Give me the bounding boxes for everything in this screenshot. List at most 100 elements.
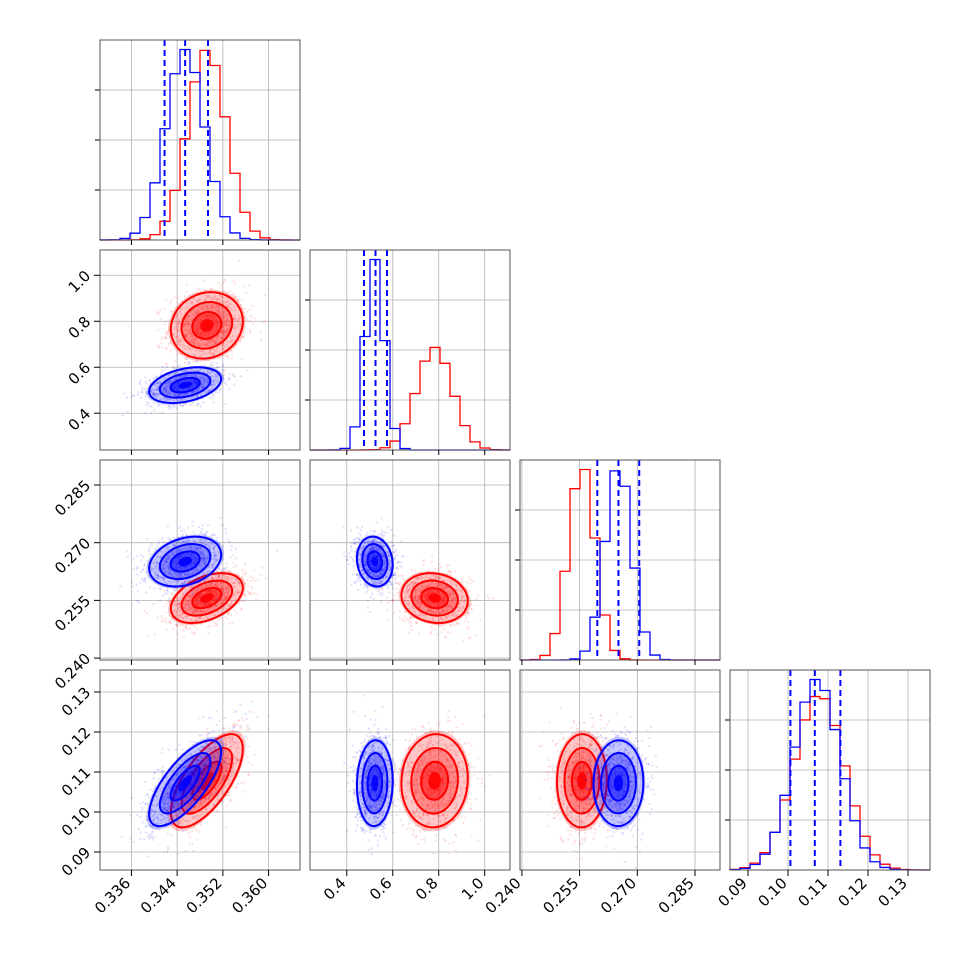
scatter-point: [222, 322, 225, 325]
scatter-point: [183, 581, 186, 584]
scatter-point: [204, 544, 208, 547]
scatter-point: [462, 606, 465, 610]
scatter-point: [413, 582, 416, 585]
scatter-point: [165, 390, 168, 393]
scatter-point: [176, 322, 180, 325]
scatter-point: [195, 601, 198, 605]
scatter-point: [159, 309, 162, 312]
scatter-point: [178, 549, 182, 553]
scatter-point: [204, 313, 207, 316]
scatter-point: [385, 596, 388, 599]
scatter-point: [443, 587, 446, 591]
scatter-point: [158, 539, 161, 542]
scatter-point: [226, 319, 229, 322]
scatter-point: [227, 594, 230, 598]
scatter-point: [182, 388, 185, 391]
scatter-point: [211, 585, 214, 588]
scatter-point: [223, 279, 226, 282]
scatter-point: [202, 385, 205, 388]
scatter-point: [207, 570, 210, 573]
scatter-point: [233, 308, 236, 312]
scatter-point: [187, 346, 190, 349]
scatter-point: [447, 605, 450, 608]
scatter-point: [198, 595, 201, 598]
diag-panel-1: [305, 249, 511, 451]
scatter-point: [213, 554, 216, 557]
scatter-point: [156, 389, 159, 392]
scatter-point: [415, 577, 418, 580]
scatter-point: [178, 572, 181, 575]
scatter-point: [195, 360, 198, 363]
scatter-point: [211, 589, 214, 592]
scatter-point: [176, 385, 179, 389]
scatter-point: [195, 381, 198, 384]
scatter-point: [185, 374, 188, 377]
scatter-point: [182, 601, 185, 605]
scatter-point: [226, 576, 229, 579]
scatter-point: [429, 590, 432, 594]
scatter-point: [174, 386, 177, 389]
scatter-point: [424, 593, 428, 596]
scatter-point: [220, 329, 224, 332]
scatter-point: [193, 338, 196, 341]
contour-red-2: [169, 291, 244, 360]
scatter-point: [169, 310, 172, 313]
scatter-point: [153, 409, 156, 412]
scatter-point: [201, 315, 204, 318]
scatter-point: [199, 376, 202, 379]
scatter-point: [420, 575, 423, 579]
scatter-point: [427, 592, 430, 596]
scatter-point: [200, 383, 203, 386]
scatter-point: [434, 611, 437, 614]
scatter-point: [156, 393, 159, 396]
scatter-point: [196, 609, 199, 612]
scatter-point: [198, 547, 201, 550]
scatter-point: [184, 590, 187, 593]
scatter-point: [195, 568, 198, 571]
scatter-point: [182, 325, 185, 329]
scatter-point: [193, 600, 196, 604]
scatter-point: [215, 299, 218, 302]
scatter-point: [197, 310, 200, 313]
scatter-point: [160, 342, 163, 345]
scatter-point: [453, 623, 456, 627]
scatter-point: [190, 607, 193, 610]
scatter-point: [203, 316, 206, 319]
scatter-point: [227, 302, 230, 305]
scatter-point: [434, 588, 437, 592]
scatter-point: [208, 389, 211, 393]
scatter-point: [181, 568, 184, 571]
scatter-point: [232, 317, 236, 320]
scatter-point: [165, 569, 168, 573]
scatter-point: [409, 617, 412, 621]
scatter-point: [226, 356, 229, 359]
scatter-point: [162, 594, 165, 597]
scatter-point: [409, 624, 412, 627]
scatter-point: [194, 545, 197, 549]
scatter-point: [215, 589, 218, 592]
scatter-point: [221, 326, 225, 329]
scatter-point: [221, 588, 224, 591]
scatter-point: [249, 314, 252, 317]
scatter-point: [239, 584, 242, 587]
scatter-point: [446, 603, 450, 607]
scatter-point: [449, 605, 452, 608]
scatter-point: [220, 602, 223, 605]
scatter-point: [173, 386, 176, 389]
scatter-point: [178, 555, 181, 558]
scatter-point: [262, 321, 265, 324]
scatter-point: [179, 339, 182, 342]
scatter-point: [176, 352, 179, 355]
scatter-point: [437, 562, 440, 565]
scatter-point: [217, 576, 220, 579]
scatter-point: [206, 381, 209, 384]
scatter-point: [226, 332, 229, 335]
scatter-point: [152, 562, 155, 565]
scatter-point: [207, 390, 211, 393]
scatter-point: [203, 603, 206, 606]
scatter-point: [243, 583, 246, 586]
scatter-point: [178, 403, 181, 406]
scatter-point: [186, 322, 189, 325]
scatter-point: [178, 617, 181, 620]
scatter-point: [208, 332, 211, 335]
